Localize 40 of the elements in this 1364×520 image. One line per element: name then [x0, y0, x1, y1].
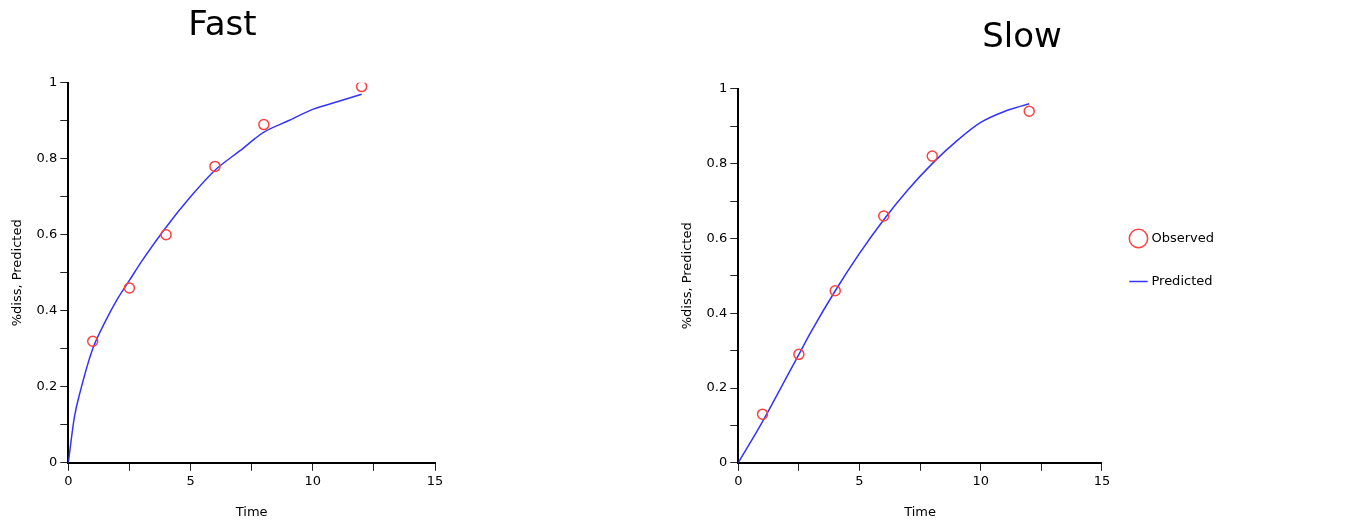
y-tick-label: 0.8 [706, 154, 728, 170]
point [878, 210, 890, 222]
x-axis-title: Time [903, 503, 937, 519]
x-tick-label: 10 [972, 472, 989, 488]
y-axis-title: %diss, Predicted [9, 219, 25, 327]
point [355, 82, 368, 93]
x-tick-label: 0 [734, 472, 743, 488]
point [86, 335, 99, 347]
point [1023, 105, 1035, 117]
point [829, 285, 842, 297]
y-tick-label: 1 [48, 74, 58, 90]
y-axis-title: %diss, Predicted [679, 222, 695, 330]
point [123, 282, 136, 294]
x-tick-label: 15 [426, 472, 444, 488]
chart-title: Slow [982, 15, 1062, 56]
legend-label: Predicted [1151, 272, 1213, 288]
x-tick-label: 0 [64, 472, 73, 488]
point [160, 229, 172, 241]
legend-label: Observed [1151, 229, 1214, 245]
x-tick-label: 5 [855, 472, 864, 488]
x-tick-label: 5 [186, 472, 195, 488]
y-tick-label: 0 [718, 454, 728, 470]
x-tick-label: 10 [304, 472, 322, 488]
y-tick-label: 0.8 [36, 150, 58, 166]
point [209, 160, 221, 173]
point [926, 150, 938, 162]
y-tick-label: 0.2 [36, 378, 58, 394]
y-tick-label: 0.4 [36, 302, 58, 318]
point [793, 348, 805, 361]
y-tick-label: 0.6 [36, 226, 58, 242]
x-axis-title: Time [234, 503, 268, 519]
y-tick-label: 0.6 [706, 229, 728, 245]
y-tick-label: 0 [48, 454, 58, 470]
y-tick-label: 0.4 [706, 304, 728, 320]
y-tick-label: 0.2 [706, 379, 728, 395]
y-tick-label: 1 [718, 80, 728, 96]
chart-title: Fast [188, 3, 257, 44]
x-tick-label: 15 [1093, 472, 1111, 488]
point [258, 118, 270, 131]
point [756, 408, 769, 420]
